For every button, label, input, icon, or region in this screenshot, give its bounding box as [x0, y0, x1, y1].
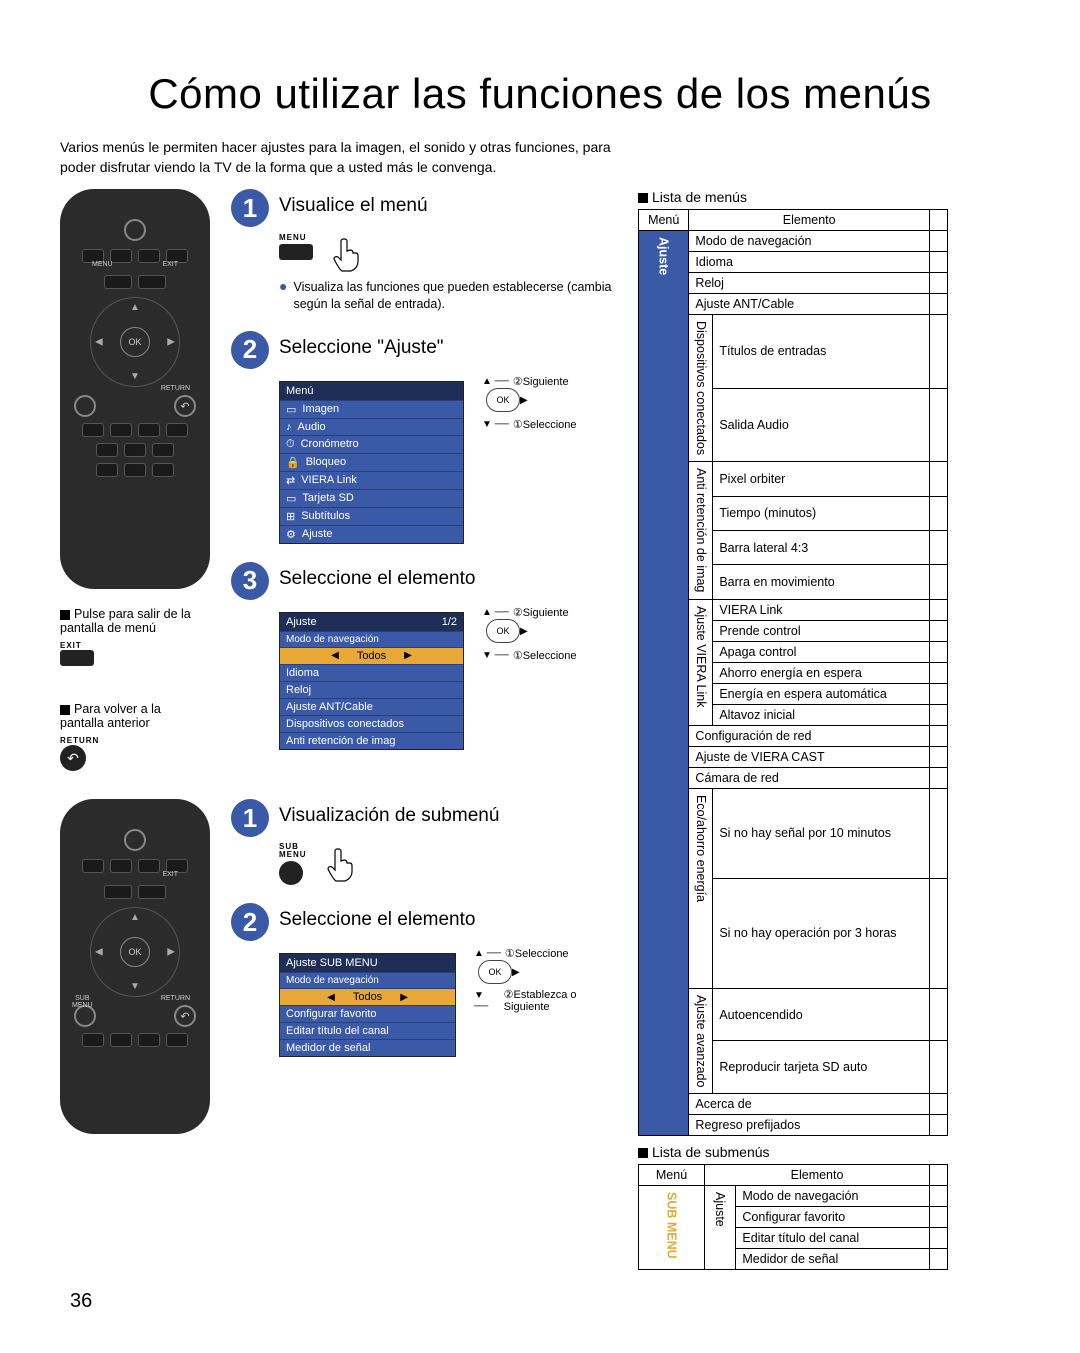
step-number: 1 [231, 799, 269, 837]
submenu-button-label: SUBMENU [279, 843, 307, 859]
step-title: Seleccione el elemento [279, 909, 475, 931]
menus-table: Menú Elemento Ajuste Modo de navegación … [638, 209, 948, 1136]
menu-panel: Ajuste1/2 Modo de navegación ◀Todos▶ Idi… [279, 612, 464, 750]
step-title: Seleccione "Ajuste" [279, 337, 444, 359]
return-note-title: Para volver a la pantalla anterior [60, 702, 205, 730]
nav-hint: ▲ ──①Seleccione OK▶ ▼ ──②Establezca o Si… [474, 947, 620, 1013]
exit-button-graphic: EXIT [60, 641, 94, 666]
page-number: 36 [70, 1290, 92, 1313]
step-b1: 1 Visualización de submenú SUBMENU [231, 799, 620, 885]
menu-panel: Menú ▭Imagen ♪Audio ⏱Cronómetro 🔒Bloqueo… [279, 381, 464, 544]
step-b2: 2 Seleccione el elemento Ajuste SUB MENU… [231, 903, 620, 1057]
menu-panel: Ajuste SUB MENU Modo de navegación ◀Todo… [279, 953, 456, 1057]
remote-illustration-1: MENU EXIT ▲▼ ◀▶ OK RETURN ↶ [60, 189, 210, 589]
menu-button-label: MENU [279, 233, 313, 242]
exit-note-title: Pulse para salir de la pantalla de menú [60, 607, 205, 635]
nav-hint: ▲ ──②Siguiente OK▶ ▼ ──①Seleccione [482, 375, 577, 431]
step-number: 2 [231, 331, 269, 369]
step-number: 3 [231, 562, 269, 600]
intro-text: Varios menús le permiten hacer ajustes p… [60, 138, 620, 177]
menus-list-title: Lista de menús [638, 189, 948, 205]
remote-illustration-2: EXIT ▲▼ ◀▶ OK SUBMENU RETURN ↶ [60, 799, 210, 1134]
step-number: 2 [231, 903, 269, 941]
submenus-table: Menú Elemento SUB MENU Ajuste Modo de na… [638, 1164, 948, 1270]
step-a1: 1 Visualice el menú MENU [231, 189, 620, 313]
submenus-list-title: Lista de submenús [638, 1144, 948, 1160]
step-note: ● Visualiza las funciones que pueden est… [279, 279, 620, 313]
step-title: Seleccione el elemento [279, 568, 475, 590]
return-button-graphic: RETURN ↶ [60, 736, 99, 771]
nav-hint: ▲ ──②Siguiente OK▶ ▼ ──①Seleccione [482, 606, 577, 662]
hand-icon [327, 233, 367, 273]
step-a3: 3 Seleccione el elemento Ajuste1/2 Modo … [231, 562, 620, 750]
step-title: Visualice el menú [279, 195, 428, 217]
hand-icon [321, 843, 361, 883]
step-number: 1 [231, 189, 269, 227]
page-title: Cómo utilizar las funciones de los menús [60, 70, 1020, 118]
step-a2: 2 Seleccione "Ajuste" Menú ▭Imagen ♪Audi… [231, 331, 620, 544]
step-title: Visualización de submenú [279, 805, 499, 827]
